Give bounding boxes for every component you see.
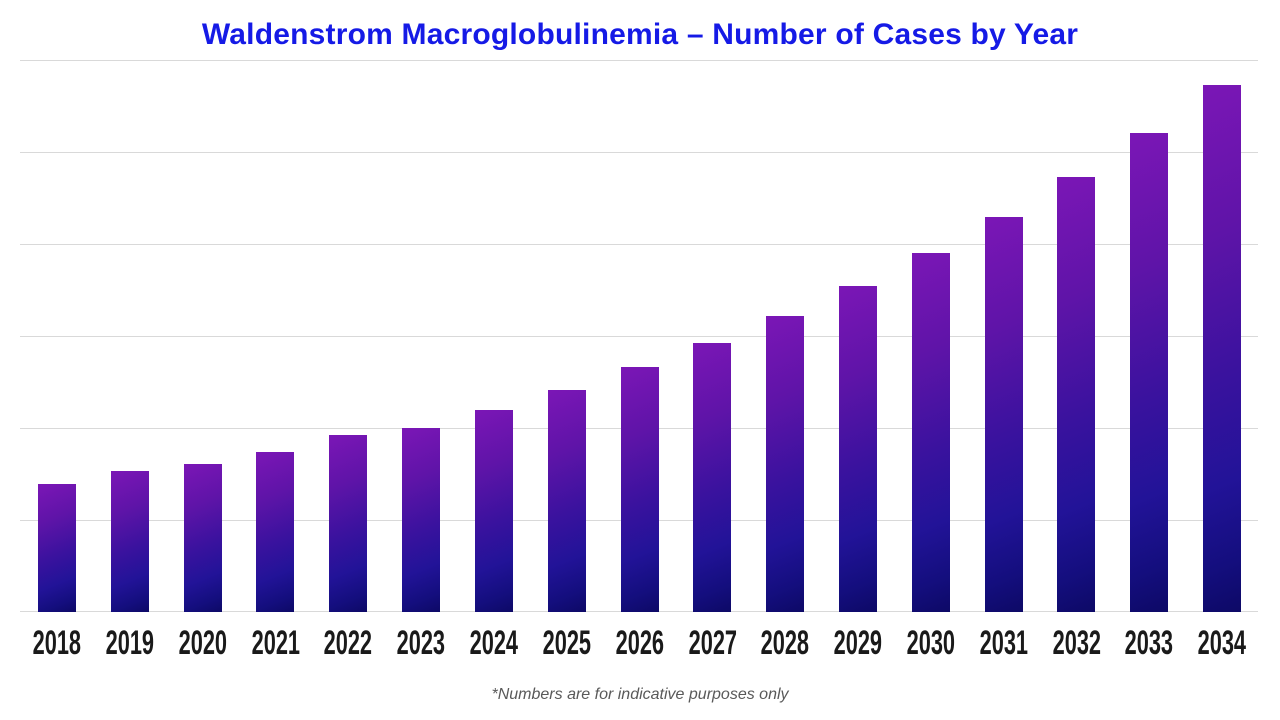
x-axis-labels: 2018 2019 2020 2021 2022 2023 2024 2025 2026 2027… — [33, 622, 1246, 664]
x-label-2027: 2027 — [688, 622, 736, 664]
x-label-2025: 2025 — [542, 622, 590, 664]
x-label-text: 2027 — [688, 624, 737, 662]
x-label-text: 2028 — [760, 624, 810, 662]
bar-2022 — [329, 435, 368, 612]
bar-2031 — [984, 217, 1023, 612]
bar-2019 — [110, 471, 149, 612]
bar-2023 — [402, 428, 441, 612]
x-label-2026: 2026 — [615, 622, 663, 664]
x-label-2024: 2024 — [470, 622, 518, 664]
gridline — [20, 151, 1258, 153]
bar-2025 — [547, 390, 586, 612]
bar-2018 — [38, 484, 76, 612]
x-label-2030: 2030 — [907, 622, 955, 664]
bar-2034 — [1203, 85, 1241, 612]
x-label-2020: 2020 — [178, 622, 226, 664]
bar-2027 — [693, 343, 732, 612]
bar-2029 — [838, 286, 877, 612]
x-label-2018: 2018 — [33, 622, 81, 664]
gridline — [20, 336, 1258, 337]
bar-2024 — [474, 410, 513, 612]
x-label-2021: 2021 — [251, 622, 299, 664]
bar-2032 — [1057, 177, 1096, 612]
plot-area — [20, 60, 1258, 612]
x-label-text: 2020 — [178, 624, 227, 662]
bar-2028 — [766, 316, 805, 612]
gridline — [20, 60, 1258, 61]
x-label-2019: 2019 — [106, 622, 154, 664]
x-label-text: 2019 — [105, 624, 155, 662]
x-label-text: 2031 — [979, 624, 1028, 662]
bar-2030 — [911, 253, 950, 612]
bar-2020 — [183, 464, 222, 612]
gridline — [20, 243, 1258, 245]
x-label-2023: 2023 — [397, 622, 445, 664]
x-label-text: 2029 — [833, 624, 883, 662]
x-label-text: 2026 — [615, 624, 664, 662]
x-label-2031: 2031 — [979, 622, 1027, 664]
x-label-2022: 2022 — [324, 622, 372, 664]
x-label-text: 2033 — [1124, 624, 1174, 662]
x-label-2033: 2033 — [1125, 622, 1173, 664]
x-label-text: 2030 — [906, 624, 955, 662]
x-label-text: 2022 — [324, 624, 373, 662]
footnote: *Numbers are for indicative purposes onl… — [491, 686, 789, 703]
x-label-text: 2034 — [1197, 624, 1247, 662]
x-label-2028: 2028 — [761, 622, 809, 664]
x-label-text: 2025 — [542, 624, 591, 662]
x-label-2034: 2034 — [1198, 622, 1246, 664]
bar-2033 — [1130, 133, 1169, 612]
bar-2026 — [620, 367, 659, 612]
x-label-text: 2018 — [32, 624, 82, 662]
x-label-text: 2024 — [469, 624, 519, 662]
x-label-2029: 2029 — [834, 622, 882, 664]
x-label-text: 2021 — [251, 624, 300, 662]
x-label-text: 2032 — [1052, 624, 1101, 662]
x-label-2032: 2032 — [1052, 622, 1100, 664]
chart-title: Waldenstrom Macroglobulinemia – Number o… — [201, 18, 1079, 51]
bars-container — [38, 60, 1241, 612]
bar-2021 — [256, 452, 295, 612]
x-label-text: 2023 — [396, 624, 446, 662]
